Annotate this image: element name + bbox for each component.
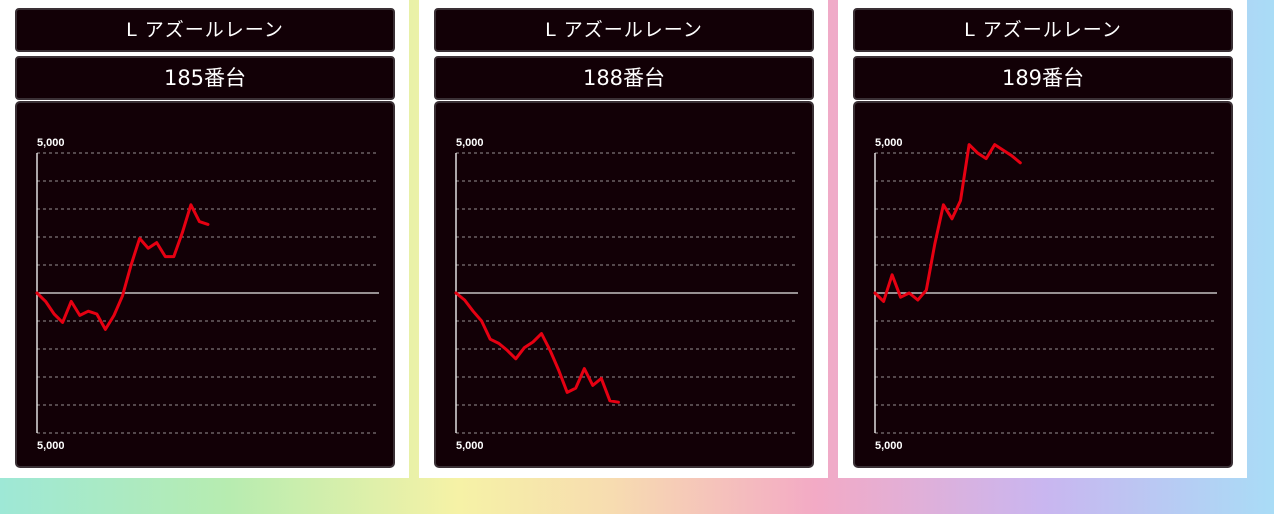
data-point <box>574 387 577 390</box>
data-point <box>1002 149 1005 152</box>
data-point <box>873 291 877 295</box>
data-point <box>506 349 509 352</box>
data-series-line <box>873 143 1022 303</box>
unit-number-label: 189番台 <box>853 56 1233 100</box>
y-max-tick-label: 5,000 <box>456 137 484 149</box>
data-point <box>548 349 552 352</box>
slump-graph-panel: 5,000 5,000 <box>434 101 814 468</box>
data-point <box>112 314 116 317</box>
data-point <box>121 294 124 297</box>
data-point <box>591 384 594 387</box>
y-max-tick-label: 5,000 <box>37 137 65 149</box>
data-point <box>993 143 996 146</box>
machine-name-label: L アズールレーン <box>15 8 395 52</box>
unit-card-189[interactable]: L アズールレーン 189番台 5,000 5,000 <box>838 0 1247 478</box>
slump-graph: 5,000 5,000 <box>454 137 798 452</box>
data-point <box>608 399 612 402</box>
data-point <box>146 247 150 250</box>
data-point <box>454 291 458 295</box>
slump-graph-panel: 5,000 5,000 <box>15 101 395 468</box>
data-point <box>882 300 885 303</box>
data-point <box>916 298 919 302</box>
data-point <box>138 237 141 240</box>
slump-graph: 5,000 5,000 <box>873 137 1217 452</box>
machine-name-label: L アズールレーン <box>853 8 1233 52</box>
data-point <box>70 300 73 303</box>
y-min-tick-label: 5,000 <box>37 440 65 452</box>
data-point <box>497 342 500 345</box>
data-point <box>899 296 902 299</box>
data-point <box>480 319 483 323</box>
data-point <box>172 255 175 258</box>
data-point <box>1019 161 1022 164</box>
data-point <box>104 328 107 331</box>
data-point <box>523 346 526 349</box>
data-point <box>463 298 466 302</box>
data-point <box>890 273 894 276</box>
data-point <box>933 242 937 246</box>
y-max-tick-label: 5,000 <box>875 137 903 149</box>
data-series-line <box>454 291 620 404</box>
slump-graph: 5,000 5,000 <box>35 137 379 452</box>
data-point <box>78 314 81 317</box>
data-point <box>514 357 518 360</box>
data-point <box>52 312 56 316</box>
data-point <box>908 291 911 295</box>
data-point <box>1010 154 1013 157</box>
machine-name-label: L アズールレーン <box>434 8 814 52</box>
y-min-tick-label: 5,000 <box>875 440 903 452</box>
data-point <box>181 231 184 234</box>
data-point <box>565 391 569 394</box>
data-point <box>206 223 210 226</box>
data-point <box>471 310 475 313</box>
data-point <box>583 367 586 370</box>
data-point <box>129 263 133 267</box>
data-point <box>540 332 543 335</box>
data-point <box>617 401 620 404</box>
data-point <box>531 340 535 344</box>
data-point <box>942 203 945 206</box>
slump-graph-panel: 5,000 5,000 <box>853 101 1233 468</box>
unit-number-label: 185番台 <box>15 56 395 100</box>
data-point <box>164 255 167 258</box>
data-point <box>959 199 962 202</box>
y-min-tick-label: 5,000 <box>456 440 484 452</box>
data-point <box>155 241 158 244</box>
data-point <box>925 289 928 292</box>
data-point <box>967 143 971 146</box>
data-point <box>984 157 988 160</box>
data-point <box>87 310 90 313</box>
data-point <box>489 338 492 341</box>
data-point <box>557 368 560 372</box>
unit-number-label: 188番台 <box>434 56 814 100</box>
data-point <box>189 203 193 206</box>
data-point <box>950 217 954 220</box>
unit-card-188[interactable]: L アズールレーン 188番台 5,000 5,000 <box>419 0 828 478</box>
data-point <box>976 151 979 155</box>
data-point <box>95 312 99 316</box>
data-point <box>61 321 64 324</box>
data-point <box>44 300 47 303</box>
data-point <box>600 377 603 380</box>
data-point <box>35 291 39 295</box>
unit-card-185[interactable]: L アズールレーン 185番台 5,000 5,000 <box>0 0 409 478</box>
data-point <box>198 220 201 223</box>
data-series-line <box>35 203 210 331</box>
